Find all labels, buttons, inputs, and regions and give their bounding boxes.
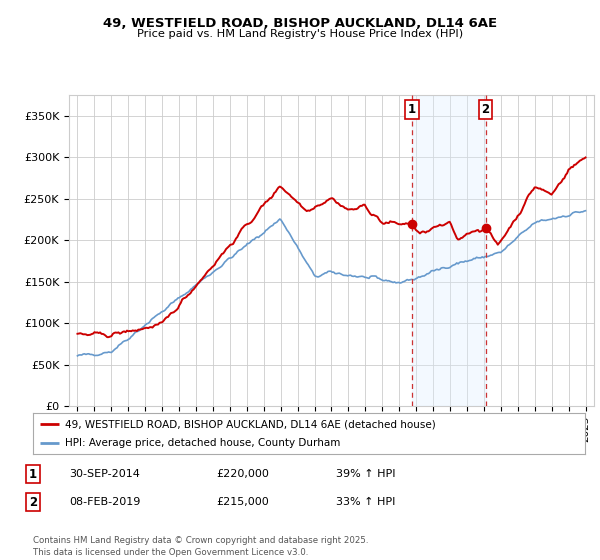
- Text: 1: 1: [29, 468, 37, 481]
- Bar: [412, 95, 485, 406]
- Text: 1: 1: [408, 103, 416, 116]
- Text: 2: 2: [482, 103, 490, 116]
- Text: 08-FEB-2019: 08-FEB-2019: [69, 497, 140, 507]
- Text: Price paid vs. HM Land Registry's House Price Index (HPI): Price paid vs. HM Land Registry's House …: [137, 29, 463, 39]
- Text: 2: 2: [29, 496, 37, 509]
- Text: 39% ↑ HPI: 39% ↑ HPI: [336, 469, 395, 479]
- Text: 33% ↑ HPI: 33% ↑ HPI: [336, 497, 395, 507]
- Text: £215,000: £215,000: [216, 497, 269, 507]
- Text: £220,000: £220,000: [216, 469, 269, 479]
- Text: 49, WESTFIELD ROAD, BISHOP AUCKLAND, DL14 6AE (detached house): 49, WESTFIELD ROAD, BISHOP AUCKLAND, DL1…: [65, 419, 436, 429]
- Text: 49, WESTFIELD ROAD, BISHOP AUCKLAND, DL14 6AE: 49, WESTFIELD ROAD, BISHOP AUCKLAND, DL1…: [103, 17, 497, 30]
- Text: Contains HM Land Registry data © Crown copyright and database right 2025.
This d: Contains HM Land Registry data © Crown c…: [33, 536, 368, 557]
- Text: HPI: Average price, detached house, County Durham: HPI: Average price, detached house, Coun…: [65, 438, 340, 447]
- Text: 30-SEP-2014: 30-SEP-2014: [69, 469, 140, 479]
